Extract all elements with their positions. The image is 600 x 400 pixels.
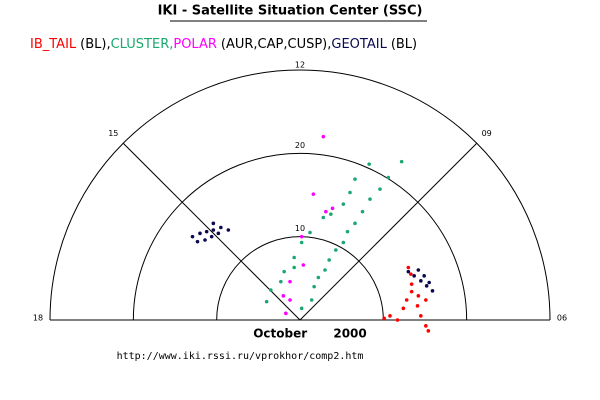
data-point — [288, 298, 292, 302]
chart-title: IKI - Satellite Situation Center (SSC) — [158, 4, 423, 19]
data-point — [406, 269, 411, 274]
data-point — [367, 162, 371, 166]
hour-label: 18 — [33, 314, 43, 323]
data-point — [395, 318, 400, 322]
data-point — [424, 284, 429, 288]
data-point — [219, 225, 223, 230]
hour-label: 15 — [108, 129, 118, 138]
data-point — [404, 298, 409, 302]
data-point — [416, 268, 421, 272]
outer-ring — [49, 69, 551, 321]
data-point — [323, 268, 327, 272]
hour-label: 12 — [295, 61, 305, 70]
legend: IB_TAIL (BL),CLUSTER,POLAR (AUR,CAP,CUSP),… — [30, 37, 417, 52]
data-point — [416, 294, 421, 298]
data-point — [282, 269, 286, 274]
r-tick-label: 20 — [295, 141, 305, 150]
data-point — [195, 239, 200, 244]
data-point — [406, 265, 411, 270]
data-point — [284, 311, 288, 316]
data-point — [211, 228, 216, 232]
data-point — [292, 255, 296, 260]
data-point — [324, 209, 328, 214]
data-point — [329, 212, 333, 216]
data-point — [316, 275, 321, 280]
data-point — [388, 314, 392, 318]
data-point — [399, 159, 404, 164]
data-point — [422, 274, 426, 278]
data-point — [209, 234, 214, 239]
data-point — [409, 272, 413, 276]
data-point — [301, 263, 306, 267]
data-point — [401, 306, 406, 311]
data-point — [279, 279, 283, 284]
data-point — [415, 304, 420, 308]
data-point — [198, 231, 202, 236]
data-point — [341, 240, 346, 245]
data-point — [327, 258, 331, 262]
legend-label: CLUSTER, — [111, 37, 174, 52]
data-point — [409, 282, 414, 286]
data-point — [360, 209, 365, 214]
data-point — [211, 221, 216, 226]
data-point — [309, 298, 314, 302]
data-point — [264, 299, 269, 304]
data-point — [308, 230, 312, 235]
spoke — [299, 142, 478, 321]
data-point — [412, 274, 416, 278]
data-point — [353, 177, 357, 181]
data-point — [419, 279, 423, 283]
data-point — [190, 234, 195, 239]
data-point — [378, 187, 382, 191]
data-point — [334, 248, 338, 252]
source-url: http://www.iki.rssi.ru/vprokhor/comp2.ht… — [117, 351, 364, 362]
data-point — [348, 190, 352, 195]
hour-label: 09 — [482, 129, 492, 138]
data-point — [321, 134, 326, 139]
data-point — [204, 229, 209, 234]
data-point — [292, 265, 296, 270]
ring — [132, 152, 468, 321]
data-point — [409, 289, 414, 294]
data-point — [269, 288, 273, 292]
legend-suffix: (BL), — [80, 37, 110, 52]
data-point — [368, 197, 372, 201]
legend-suffix: (AUR,CAP,CUSP), — [221, 37, 331, 52]
data-point — [330, 206, 335, 211]
data-point — [299, 240, 304, 245]
data-point — [203, 238, 207, 242]
legend-label: GEOTAIL — [331, 37, 387, 52]
data-point — [216, 231, 221, 236]
legend-suffix: (BL) — [391, 37, 417, 52]
data-point — [345, 229, 350, 234]
data-point — [281, 294, 286, 298]
data-point — [311, 192, 316, 196]
data-point — [299, 306, 304, 311]
data-point — [288, 279, 292, 284]
data-point — [353, 221, 357, 226]
legend-label: IB_TAIL — [30, 37, 77, 52]
data-point — [226, 228, 231, 232]
data-point — [299, 234, 304, 239]
data-point — [382, 316, 386, 321]
data-point — [424, 324, 428, 328]
r-tick-label: 10 — [295, 224, 305, 233]
data-point — [386, 175, 391, 180]
data-point — [341, 202, 346, 206]
data-point — [430, 289, 435, 293]
data-point — [312, 284, 316, 289]
data-point — [424, 298, 428, 302]
data-point — [426, 329, 431, 333]
hour-label: 06 — [557, 314, 567, 323]
legend-label: POLAR — [173, 37, 217, 52]
data-point — [321, 215, 326, 220]
data-point — [427, 280, 431, 285]
data-point — [419, 314, 423, 318]
caption: October 2000 — [253, 327, 367, 341]
